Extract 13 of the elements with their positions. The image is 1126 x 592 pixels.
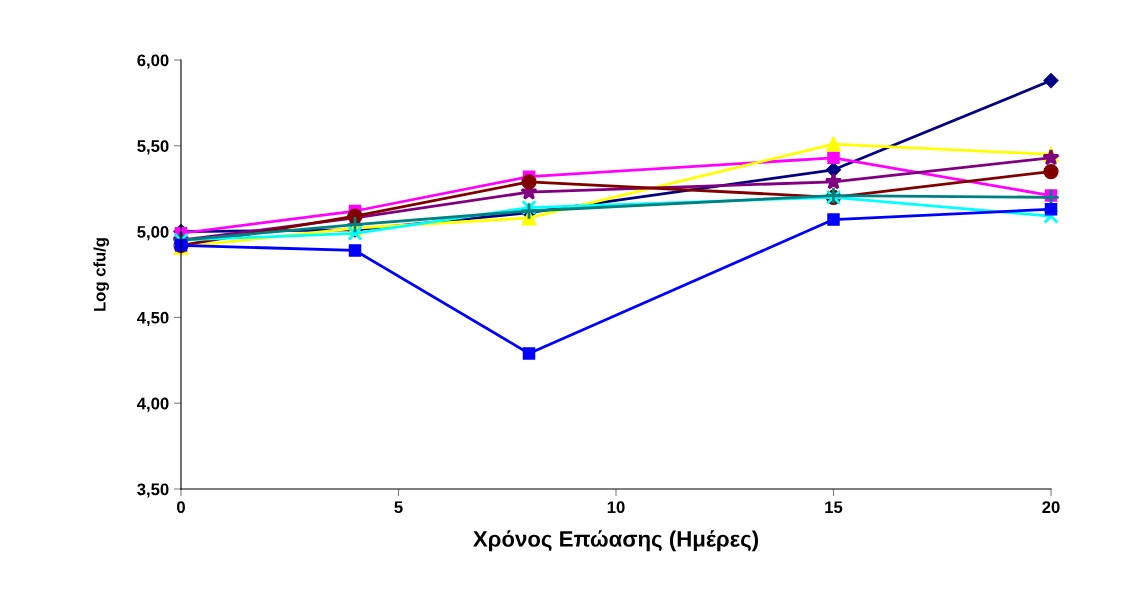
y-tick-label: 5,00 xyxy=(137,226,169,241)
y-tick-label: 6,00 xyxy=(137,54,169,69)
x-tick-label: 15 xyxy=(825,501,843,514)
y-axis-title: Log cfu/g xyxy=(93,238,109,311)
x-tick-label: 0 xyxy=(177,501,185,514)
y-tick-label: 4,50 xyxy=(137,311,169,327)
y-tick-label: 5,50 xyxy=(137,140,169,155)
x-tick-label: 5 xyxy=(394,501,403,514)
x-axis-title: Χρόνος Επώασης (Ημέρες) xyxy=(473,530,759,552)
x-tick-label: 10 xyxy=(607,501,625,514)
x-tick-label: 20 xyxy=(1042,501,1060,514)
y-tick-label: 3,50 xyxy=(137,483,169,498)
y-tick-label: 4,00 xyxy=(137,397,169,412)
